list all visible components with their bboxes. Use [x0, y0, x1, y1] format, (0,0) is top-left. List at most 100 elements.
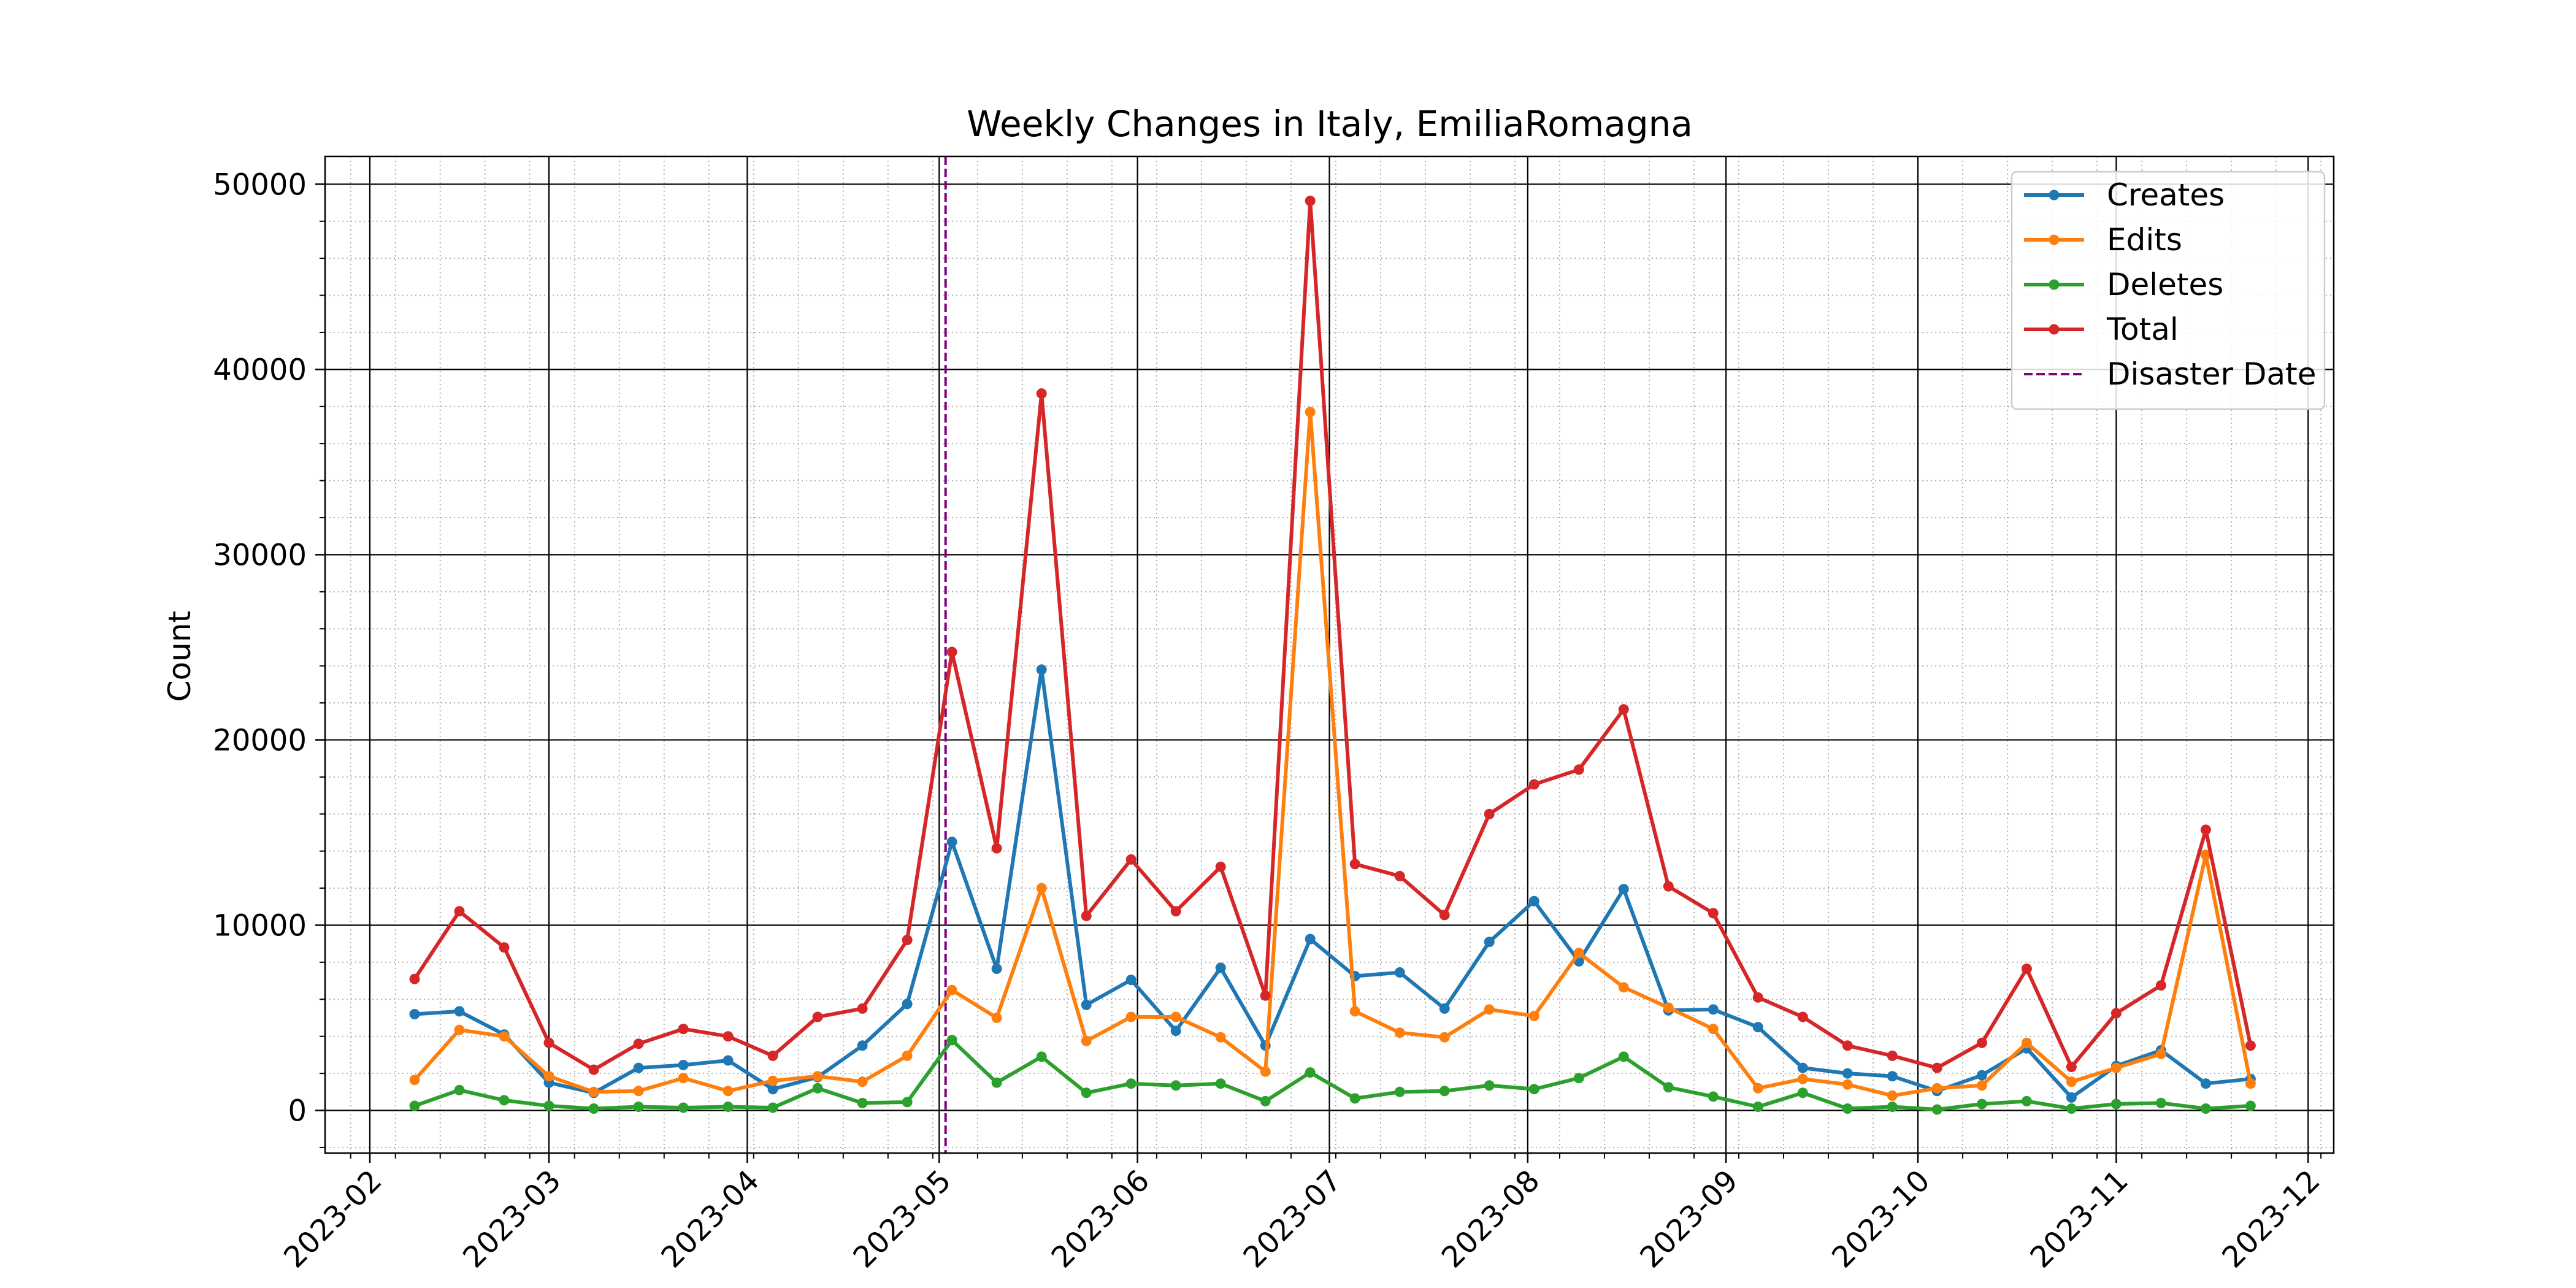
chart-title: Weekly Changes in Italy, EmiliaRomagna	[967, 103, 1693, 145]
data-point-deletes	[812, 1083, 823, 1094]
data-point-deletes	[1887, 1102, 1898, 1112]
data-point-total	[1439, 910, 1450, 921]
data-point-edits	[499, 1031, 510, 1042]
data-point-deletes	[2066, 1103, 2077, 1114]
legend-label-creates: Creates	[2107, 177, 2225, 213]
data-point-total	[1618, 704, 1629, 715]
data-point-deletes	[1573, 1073, 1584, 1084]
data-point-deletes	[1439, 1086, 1450, 1097]
data-point-edits	[1618, 982, 1629, 993]
data-point-total	[1394, 870, 1405, 881]
data-point-creates	[1125, 975, 1137, 986]
data-point-deletes	[1036, 1051, 1047, 1062]
data-point-edits	[1708, 1024, 1719, 1035]
data-point-deletes	[409, 1100, 420, 1111]
data-point-edits	[767, 1075, 778, 1086]
data-point-creates	[1036, 664, 1047, 675]
data-point-deletes	[991, 1077, 1002, 1088]
data-point-creates	[1708, 1004, 1719, 1015]
data-point-deletes	[1663, 1082, 1674, 1093]
data-point-total	[678, 1024, 689, 1035]
data-point-deletes	[2155, 1097, 2166, 1108]
data-point-deletes	[2245, 1100, 2256, 1111]
data-point-creates	[2066, 1092, 2077, 1103]
data-point-total	[1305, 196, 1316, 206]
legend-marker-total	[2049, 324, 2060, 335]
data-point-deletes	[1528, 1084, 1539, 1095]
data-point-creates	[633, 1062, 644, 1073]
data-point-creates	[723, 1055, 734, 1066]
data-point-total	[1125, 854, 1137, 865]
data-point-edits	[543, 1071, 554, 1082]
data-point-total	[1260, 990, 1271, 1001]
legend-box	[2011, 171, 2326, 410]
data-point-creates	[1528, 895, 1539, 907]
data-point-total	[902, 935, 913, 946]
data-point-total	[409, 973, 420, 984]
data-point-total	[946, 646, 957, 657]
data-point-creates	[2200, 1078, 2211, 1089]
data-point-deletes	[2110, 1098, 2122, 1110]
data-point-total	[1528, 779, 1539, 790]
legend-marker-edits	[2049, 234, 2060, 245]
data-point-deletes	[1170, 1080, 1181, 1091]
y-tick-label: 20000	[213, 723, 307, 757]
data-point-total	[1708, 908, 1719, 919]
data-point-total	[857, 1003, 868, 1014]
data-point-deletes	[588, 1103, 599, 1114]
data-point-edits	[1887, 1090, 1898, 1101]
data-point-deletes	[767, 1102, 778, 1113]
data-point-deletes	[1797, 1087, 1808, 1098]
data-point-edits	[1528, 1011, 1539, 1021]
data-point-edits	[1663, 1002, 1674, 1013]
data-point-deletes	[1260, 1095, 1271, 1106]
data-point-edits	[2245, 1078, 2256, 1089]
data-point-total	[1081, 910, 1092, 921]
data-point-total	[1887, 1050, 1898, 1061]
data-point-edits	[1573, 948, 1584, 959]
data-point-edits	[1215, 1032, 1226, 1043]
data-point-creates	[1797, 1062, 1808, 1073]
data-point-deletes	[1484, 1080, 1495, 1091]
data-point-deletes	[1349, 1093, 1360, 1104]
y-tick-label: 0	[288, 1094, 307, 1129]
data-point-total	[812, 1011, 823, 1022]
data-point-edits	[1484, 1004, 1495, 1015]
data-point-total	[1170, 906, 1181, 917]
data-point-edits	[409, 1075, 420, 1086]
legend-marker-deletes	[2049, 279, 2060, 290]
data-point-creates	[991, 964, 1002, 974]
data-point-total	[543, 1037, 554, 1048]
data-point-total	[1349, 859, 1360, 870]
data-point-edits	[1752, 1083, 1763, 1094]
data-point-deletes	[1931, 1104, 1942, 1115]
data-point-edits	[991, 1013, 1002, 1023]
series-total	[409, 196, 2256, 1075]
data-point-edits	[1081, 1035, 1092, 1046]
data-point-deletes	[723, 1102, 734, 1112]
data-point-edits	[2200, 849, 2211, 861]
data-point-edits	[902, 1050, 913, 1061]
legend-label-edits: Edits	[2107, 222, 2182, 258]
data-point-edits	[1931, 1083, 1942, 1094]
data-point-creates	[409, 1009, 420, 1019]
data-point-deletes	[543, 1100, 554, 1111]
data-point-deletes	[902, 1097, 913, 1108]
data-point-deletes	[1708, 1091, 1719, 1102]
data-point-total	[2155, 980, 2166, 991]
data-point-total	[588, 1064, 599, 1075]
data-point-edits	[1797, 1073, 1808, 1084]
data-point-total	[1842, 1040, 1853, 1051]
data-point-edits	[2155, 1048, 2166, 1059]
data-point-total	[499, 942, 510, 953]
legend-label-total: Total	[2106, 312, 2179, 347]
data-point-total	[1215, 861, 1226, 872]
data-point-creates	[1842, 1068, 1853, 1079]
data-point-creates	[1305, 933, 1316, 945]
data-point-creates	[1618, 884, 1629, 895]
data-point-creates	[678, 1060, 689, 1070]
data-point-deletes	[946, 1035, 957, 1046]
series-line-total	[413, 199, 2253, 1072]
